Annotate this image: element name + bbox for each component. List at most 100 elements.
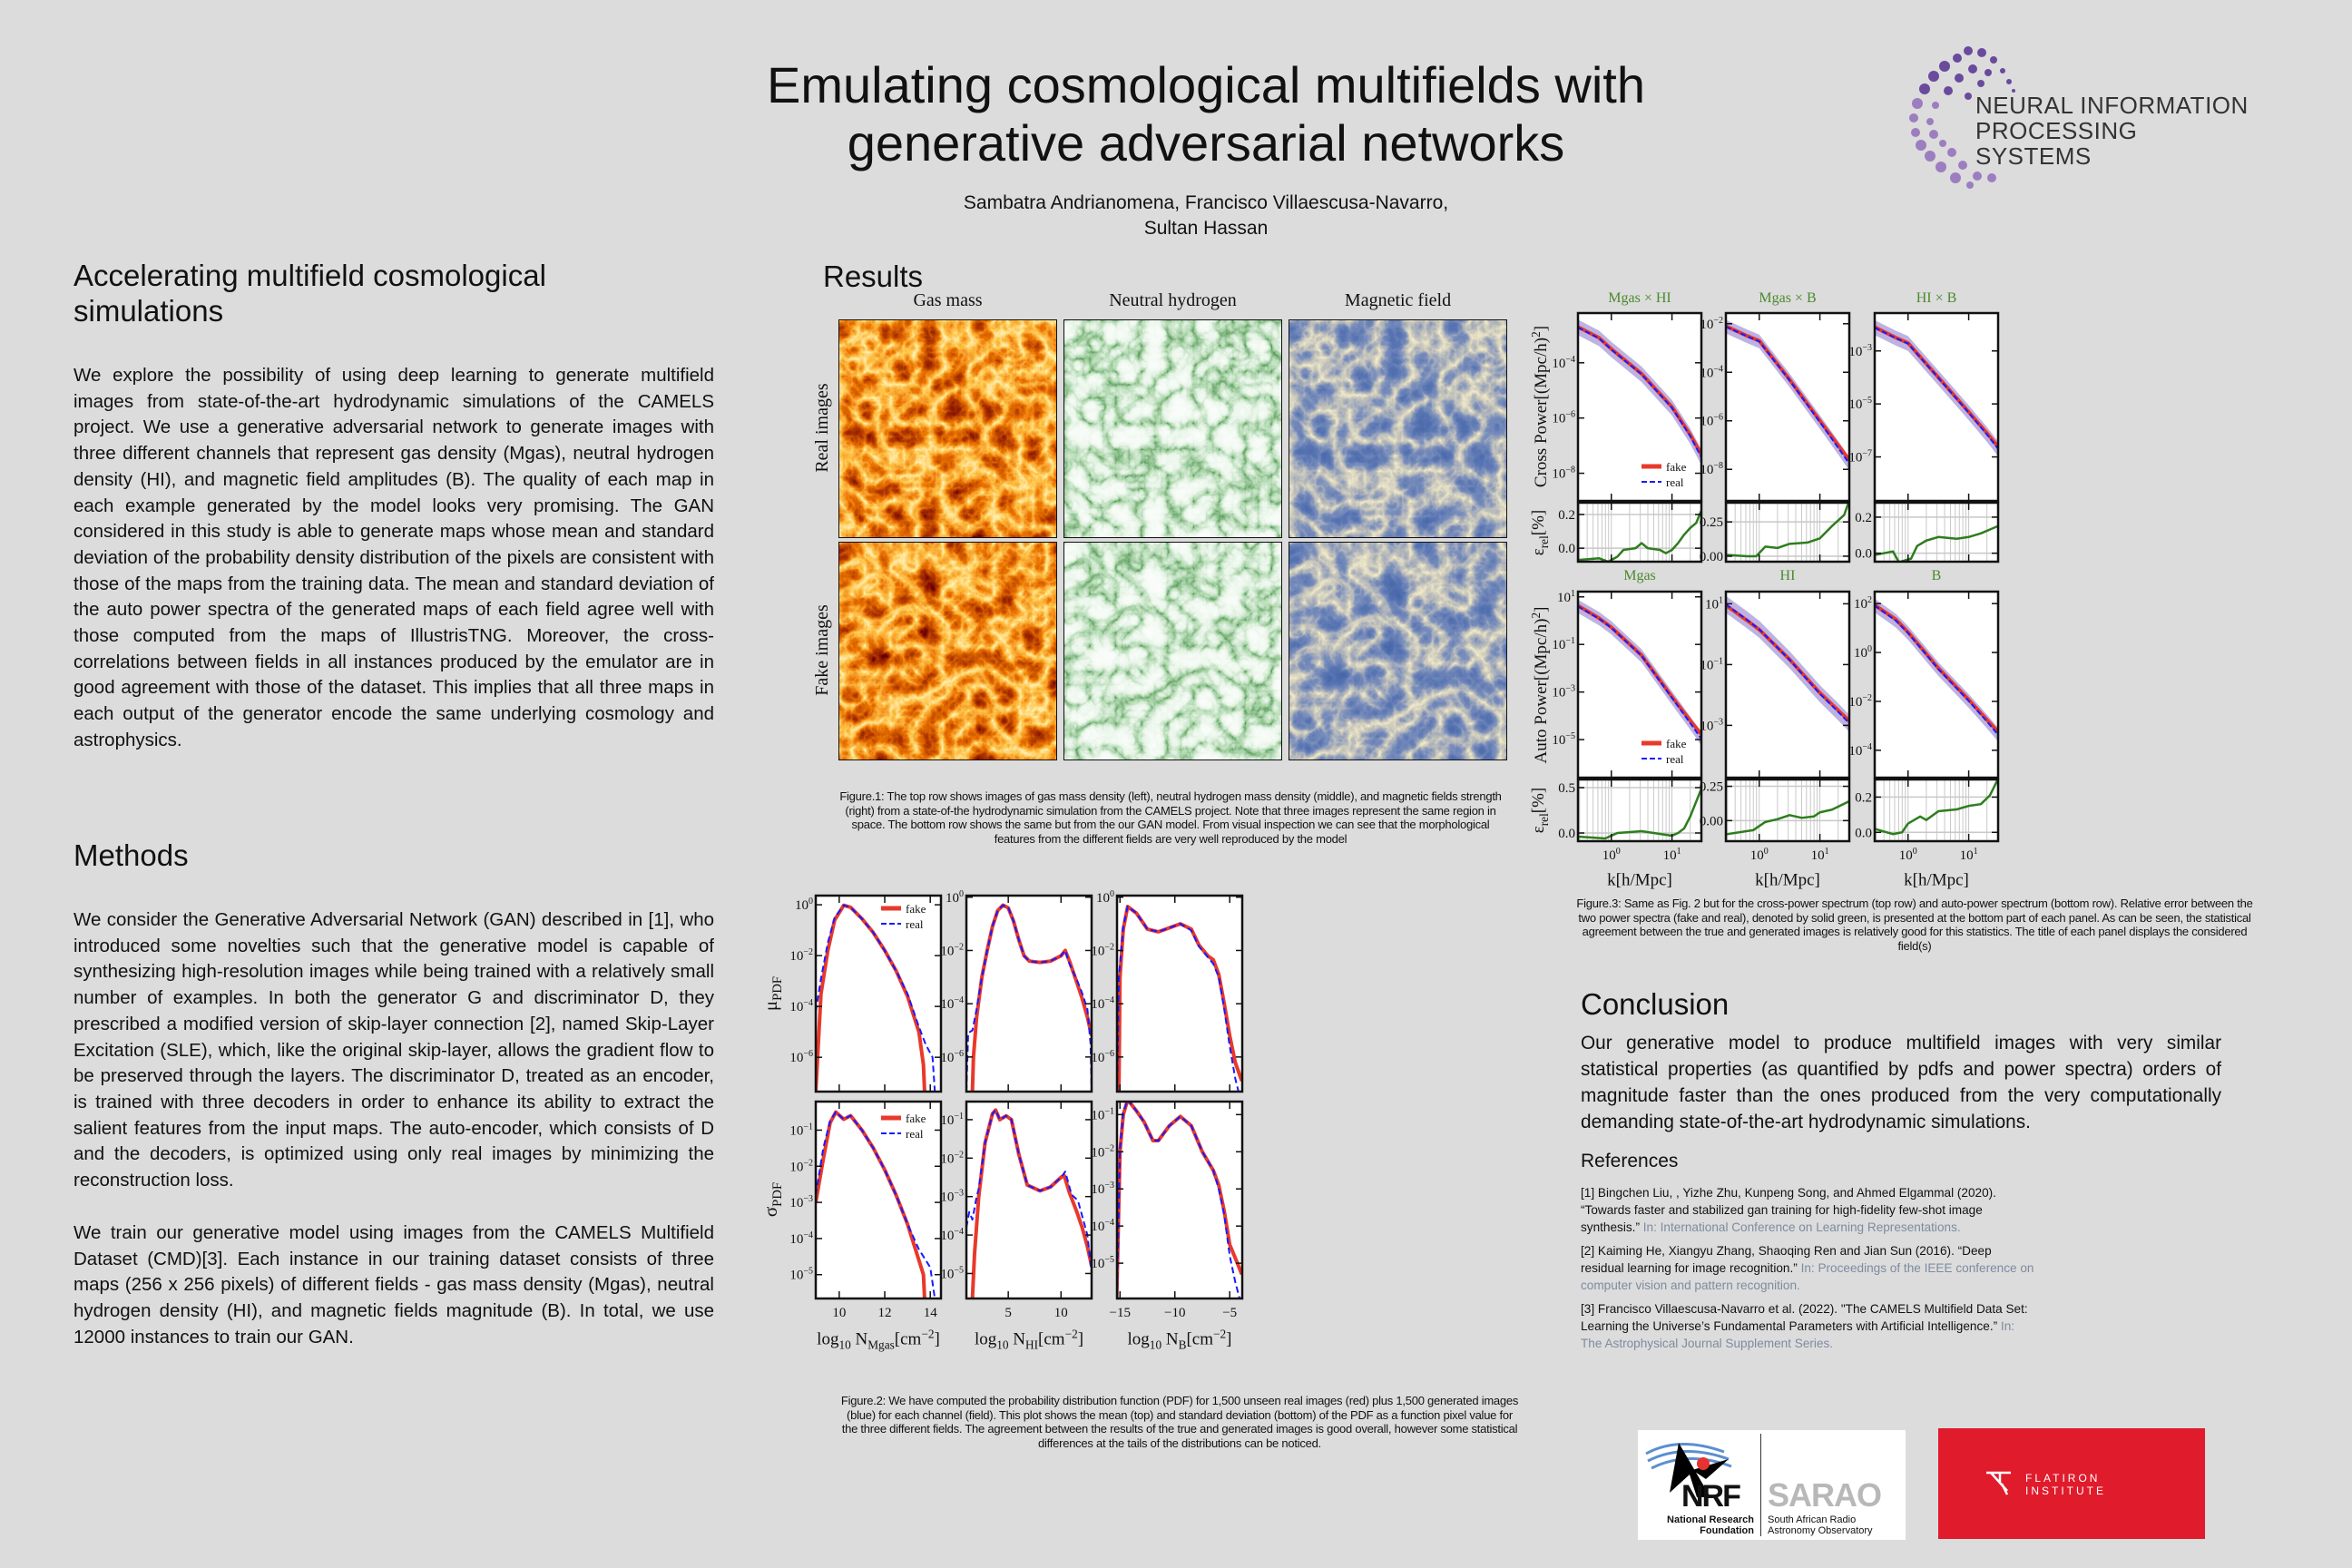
plot-area xyxy=(1578,779,1701,841)
neurips-line-1: NEURAL INFORMATION xyxy=(1975,92,2249,119)
nrf-subtitle-line-1: National Research xyxy=(1667,1514,1754,1525)
conclusion-body: Our generative model to produce multifie… xyxy=(1581,1033,2221,1132)
y-tick-label: 10−4 xyxy=(1552,355,1575,371)
plot-frame xyxy=(1115,1100,1244,1300)
x-tick-label: 100 xyxy=(1750,847,1769,863)
y-tick-label: 0.25 xyxy=(1700,780,1723,795)
y-tick-label: 0.0 xyxy=(1558,542,1575,556)
series-fake xyxy=(1875,603,1998,733)
intro-heading-line-1: Accelerating multifield cosmological xyxy=(74,259,546,292)
y-tick-label: 10−6 xyxy=(1091,1049,1114,1065)
y-tick-label: 10−3 xyxy=(940,1189,964,1205)
fake-magnetic-field-image xyxy=(1289,542,1507,760)
plot-frame xyxy=(1724,311,1851,503)
y-tick-label: 10−3 xyxy=(789,1194,813,1210)
reference-1-venue: In: International Conference on Learning… xyxy=(1642,1220,1961,1234)
nrf-wordmark: NRF xyxy=(1681,1479,1741,1514)
pdf-panel-sigma-mgas: 10−1 10−2 10−3 10−4 10−5 10 12 14 fake real xyxy=(789,1100,943,1320)
y-tick-label: 10−4 xyxy=(940,995,964,1012)
plot-area xyxy=(966,903,1092,1092)
plot-area xyxy=(966,1108,1092,1298)
x-axis-label-2: k[h/Mpc] xyxy=(1904,870,1969,890)
series-error xyxy=(1578,789,1701,840)
x-axis-label-0: k[h/Mpc] xyxy=(1607,870,1672,890)
plot-area xyxy=(1578,503,1701,562)
y-tick-label: 10−4 xyxy=(789,998,813,1014)
legend-label-real: real xyxy=(906,1127,924,1141)
y-tick-label: 0.2 xyxy=(1558,508,1575,523)
y-tick-label: 10−6 xyxy=(789,1049,813,1065)
legend-label-fake: fake xyxy=(906,1112,926,1125)
x-axis-label-1: k[h/Mpc] xyxy=(1755,870,1820,890)
y-tick-label: 10−2 xyxy=(1091,1143,1114,1160)
series-real xyxy=(966,904,1092,1092)
methods-paragraph-2: We train our generative model using imag… xyxy=(74,1222,714,1348)
series-real xyxy=(816,904,936,1092)
figure-3-caption: Figure.3: Same as Fig. 2 but for the cro… xyxy=(1576,897,2253,953)
power-panel-4: 101 10−1 10−3 xyxy=(1700,590,1851,779)
relative-error-panel-2: 0.2 0.0 xyxy=(1855,501,2000,564)
logo-divider xyxy=(1760,1434,1761,1536)
y-tick-label: 10−4 xyxy=(1848,742,1872,759)
reference-1-text: [1] Bingchen Liu, , Yizhe Zhu, Kunpeng S… xyxy=(1581,1186,1996,1234)
figure-2-caption: Figure.2: We have computed the probabili… xyxy=(840,1394,1519,1450)
reference-3-text: [3] Francisco Villaescusa-Navarro et al.… xyxy=(1581,1302,2028,1333)
x-tick-label: −10 xyxy=(1164,1306,1185,1320)
y-tick-label: 0.2 xyxy=(1855,790,1872,805)
x-tick-label: 101 xyxy=(1960,847,1978,863)
y-tick-label: 102 xyxy=(1854,595,1872,612)
reference-3-venue: In: The Astrophysical Journal Supplement… xyxy=(1581,1319,2015,1350)
y-tick-label: 10−1 xyxy=(1091,1106,1114,1122)
y-tick-label: 10−2 xyxy=(940,1150,964,1166)
plot-frame xyxy=(814,894,943,1093)
x-axis-label-0: log10 NMgas[cm−2] xyxy=(817,1327,940,1352)
x-tick-label: 101 xyxy=(1811,847,1829,863)
plot-area xyxy=(1117,905,1242,1092)
flatiron-wordmark: FLATIRON INSTITUTE xyxy=(2025,1472,2106,1497)
plot-background xyxy=(1726,313,1849,501)
x-tick-label: 100 xyxy=(1899,847,1917,863)
y-tick-label: 10−2 xyxy=(1700,316,1723,332)
flatiron-line-1: FLATIRON xyxy=(2025,1472,2101,1485)
row-y-axis-label-1: Auto Power[(Mpc/h)2] xyxy=(1528,606,1552,764)
series-error xyxy=(1875,524,1998,562)
y-tick-label: 10−5 xyxy=(789,1267,813,1283)
y-tick-label: 101 xyxy=(1705,595,1723,612)
plot-frame xyxy=(1724,590,1851,779)
power-panel-1: 10−2 10−4 10−6 10−8 xyxy=(1700,311,1851,503)
plot-frame xyxy=(965,894,1093,1093)
neurips-logo: NEURAL INFORMATION PROCESSING SYSTEMS xyxy=(1905,44,2249,189)
plot-background xyxy=(1875,503,1998,562)
legend-label-real: real xyxy=(1666,475,1684,489)
neurips-line-2: PROCESSING SYSTEMS xyxy=(1975,117,2138,170)
panel-title-5: B xyxy=(1931,568,1942,583)
plot-background xyxy=(1578,503,1701,562)
relative-error-panel-0: 0.2 0.0 xyxy=(1558,501,1703,564)
title-line-2: generative adversarial networks xyxy=(847,114,1565,172)
plot-frame xyxy=(814,1100,943,1300)
y-axis-label-0: μPDF xyxy=(760,975,786,1012)
y-tick-label: 10−6 xyxy=(940,1049,964,1065)
y-tick-label: 0.0 xyxy=(1855,547,1872,562)
x-tick-label: 14 xyxy=(924,1306,938,1320)
results-heading: Results xyxy=(823,260,924,293)
plot-area xyxy=(1726,503,1849,562)
series-fake xyxy=(1578,603,1701,736)
y-tick-label: 10−5 xyxy=(1091,1255,1114,1271)
neurips-dots-icon xyxy=(1909,46,2015,189)
y-tick-label: 0.00 xyxy=(1700,550,1723,564)
column-label-neutral-hydrogen: Neutral hydrogen xyxy=(1109,290,1237,310)
x-tick-label: −15 xyxy=(1110,1306,1131,1320)
reference-2: [2] Kaiming He, Xiangyu Zhang, Shaoqing … xyxy=(1581,1242,2034,1294)
reference-1: [1] Bingchen Liu, , Yizhe Zhu, Kunpeng S… xyxy=(1581,1184,2034,1236)
y-tick-label: 10−3 xyxy=(1552,684,1575,701)
series-real xyxy=(1726,603,1849,724)
y-tick-label: 0.5 xyxy=(1558,781,1575,796)
plot-area xyxy=(1875,598,1998,741)
series-error xyxy=(1875,779,1998,836)
legend-label-fake: fake xyxy=(1666,460,1687,474)
nrf-swoosh-icon xyxy=(1645,1443,1732,1497)
y-tick-label: 10−8 xyxy=(1552,466,1575,482)
y-tick-label: 0.0 xyxy=(1855,826,1872,840)
